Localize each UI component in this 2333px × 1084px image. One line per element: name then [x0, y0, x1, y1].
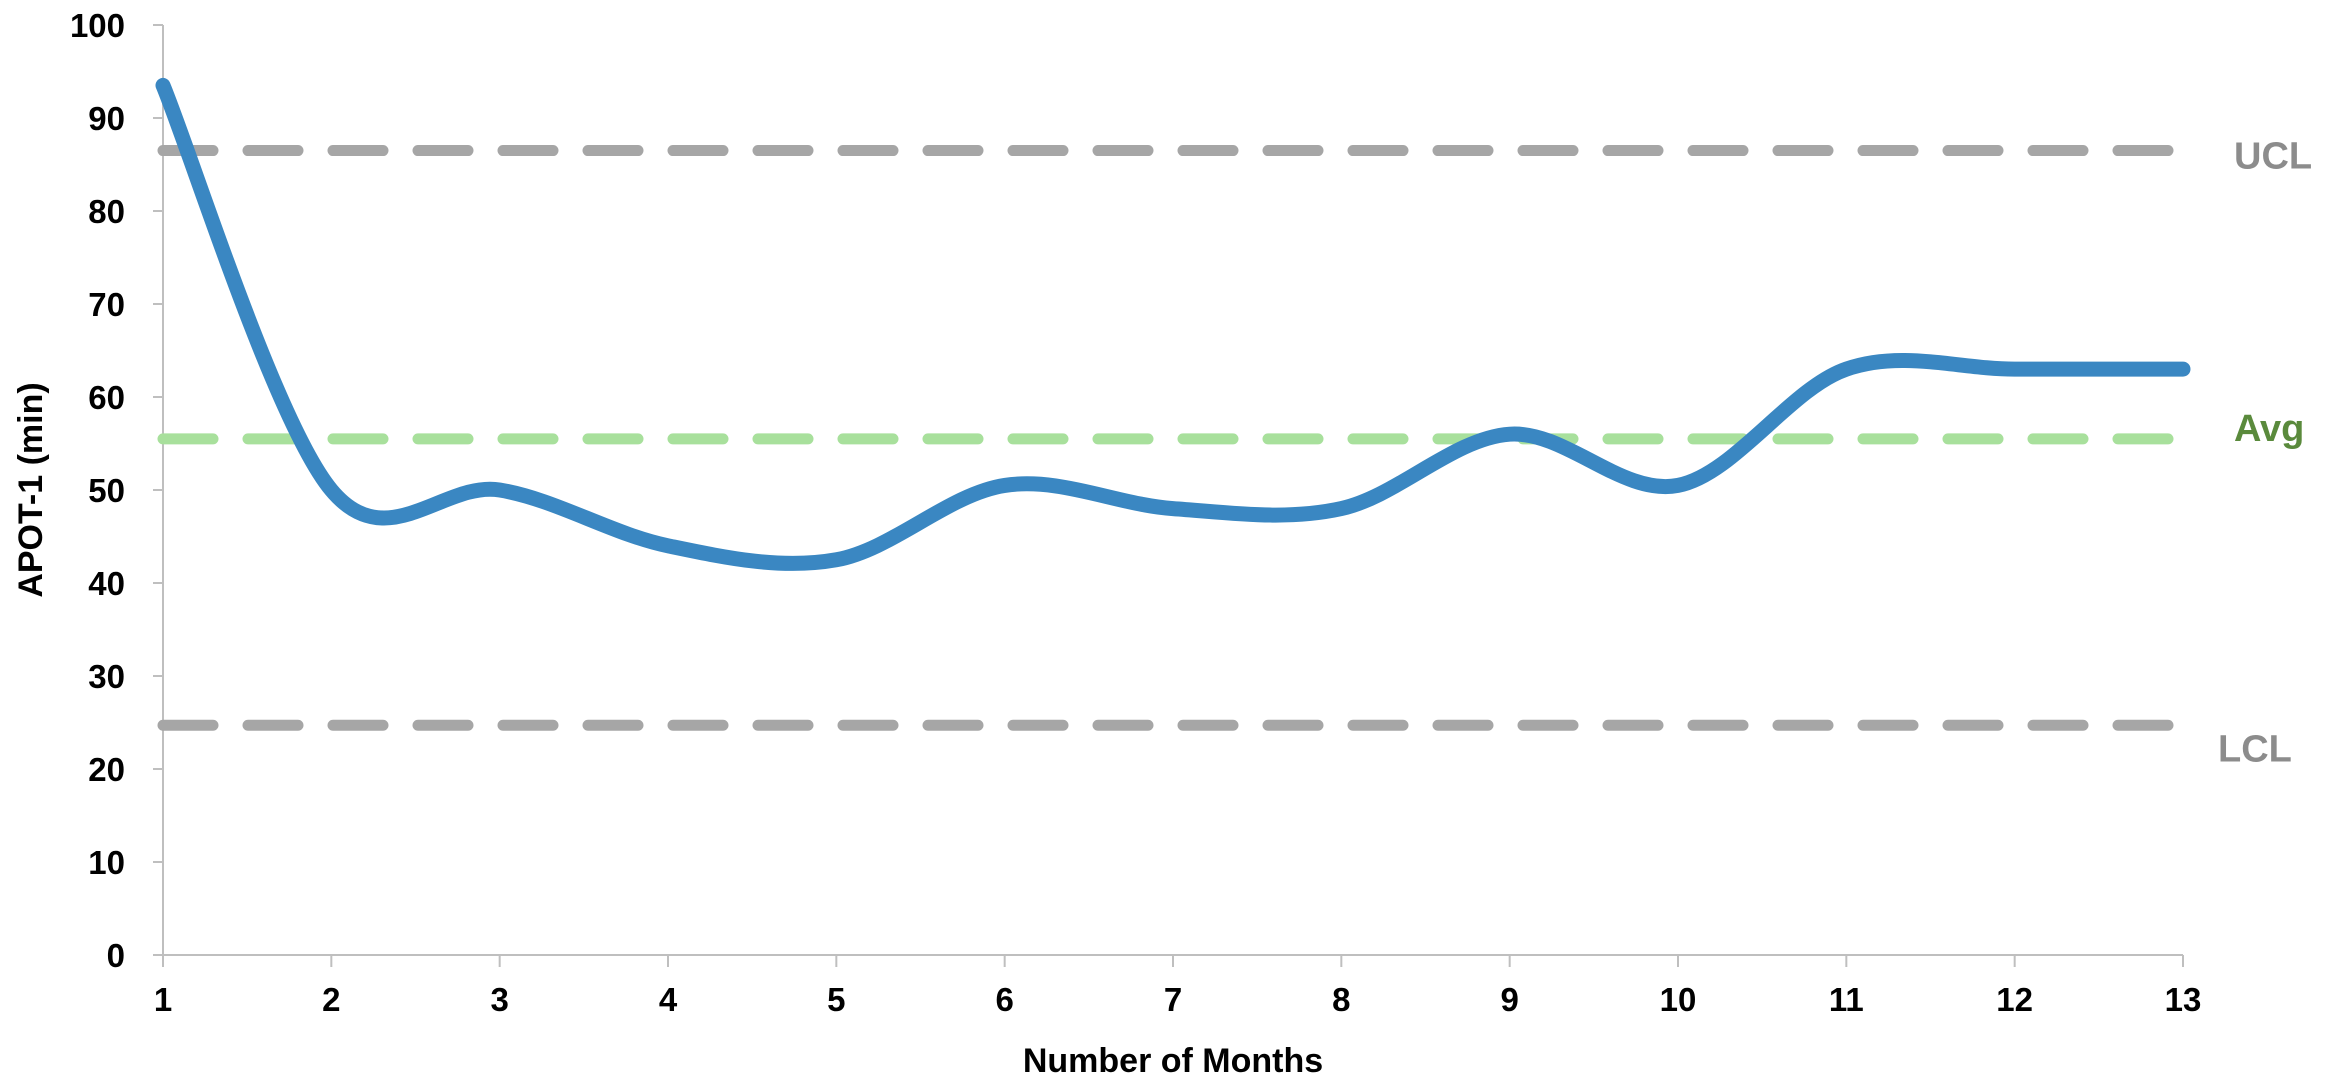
x-tick-label: 8: [1332, 981, 1350, 1018]
y-tick-label: 90: [88, 100, 125, 137]
x-tick-label: 5: [827, 981, 845, 1018]
x-tick-label: 2: [322, 981, 340, 1018]
ref-label-ucl: UCL: [2234, 136, 2312, 178]
x-tick-label: 10: [1660, 981, 1697, 1018]
y-tick-label: 50: [88, 472, 125, 509]
y-tick-label: 40: [88, 565, 125, 602]
series-line: [155, 77, 2191, 571]
x-tick-label: 4: [659, 981, 678, 1018]
x-tick-label: 3: [490, 981, 508, 1018]
x-tick-label: 11: [1829, 981, 1864, 1018]
y-tick-label: 80: [88, 193, 125, 230]
ref-label-avg: Avg: [2234, 408, 2304, 450]
ref-label-lcl: LCL: [2218, 728, 2292, 770]
x-axis-title: Number of Months: [1023, 1042, 1323, 1079]
series-layer: [155, 77, 2191, 571]
reference-lines: [157, 145, 2189, 731]
x-tick-label: 6: [995, 981, 1013, 1018]
x-tick-label: 9: [1500, 981, 1518, 1018]
y-axis-title: APOT-1 (min): [12, 382, 50, 597]
x-tick-label: 1: [154, 981, 172, 1018]
y-tick-label: 10: [88, 844, 125, 881]
x-tick-label: 13: [2165, 981, 2202, 1018]
y-tick-label: 60: [88, 379, 125, 416]
x-tick-label: 12: [1996, 981, 2033, 1018]
x-tick-label: 7: [1164, 981, 1182, 1018]
y-tick-label: 100: [70, 7, 125, 44]
y-tick-label: 0: [107, 937, 125, 974]
y-tick-label: 70: [88, 286, 125, 323]
axes: [153, 24, 2184, 967]
y-tick-label: 20: [88, 751, 125, 788]
y-tick-label: 30: [88, 658, 125, 695]
